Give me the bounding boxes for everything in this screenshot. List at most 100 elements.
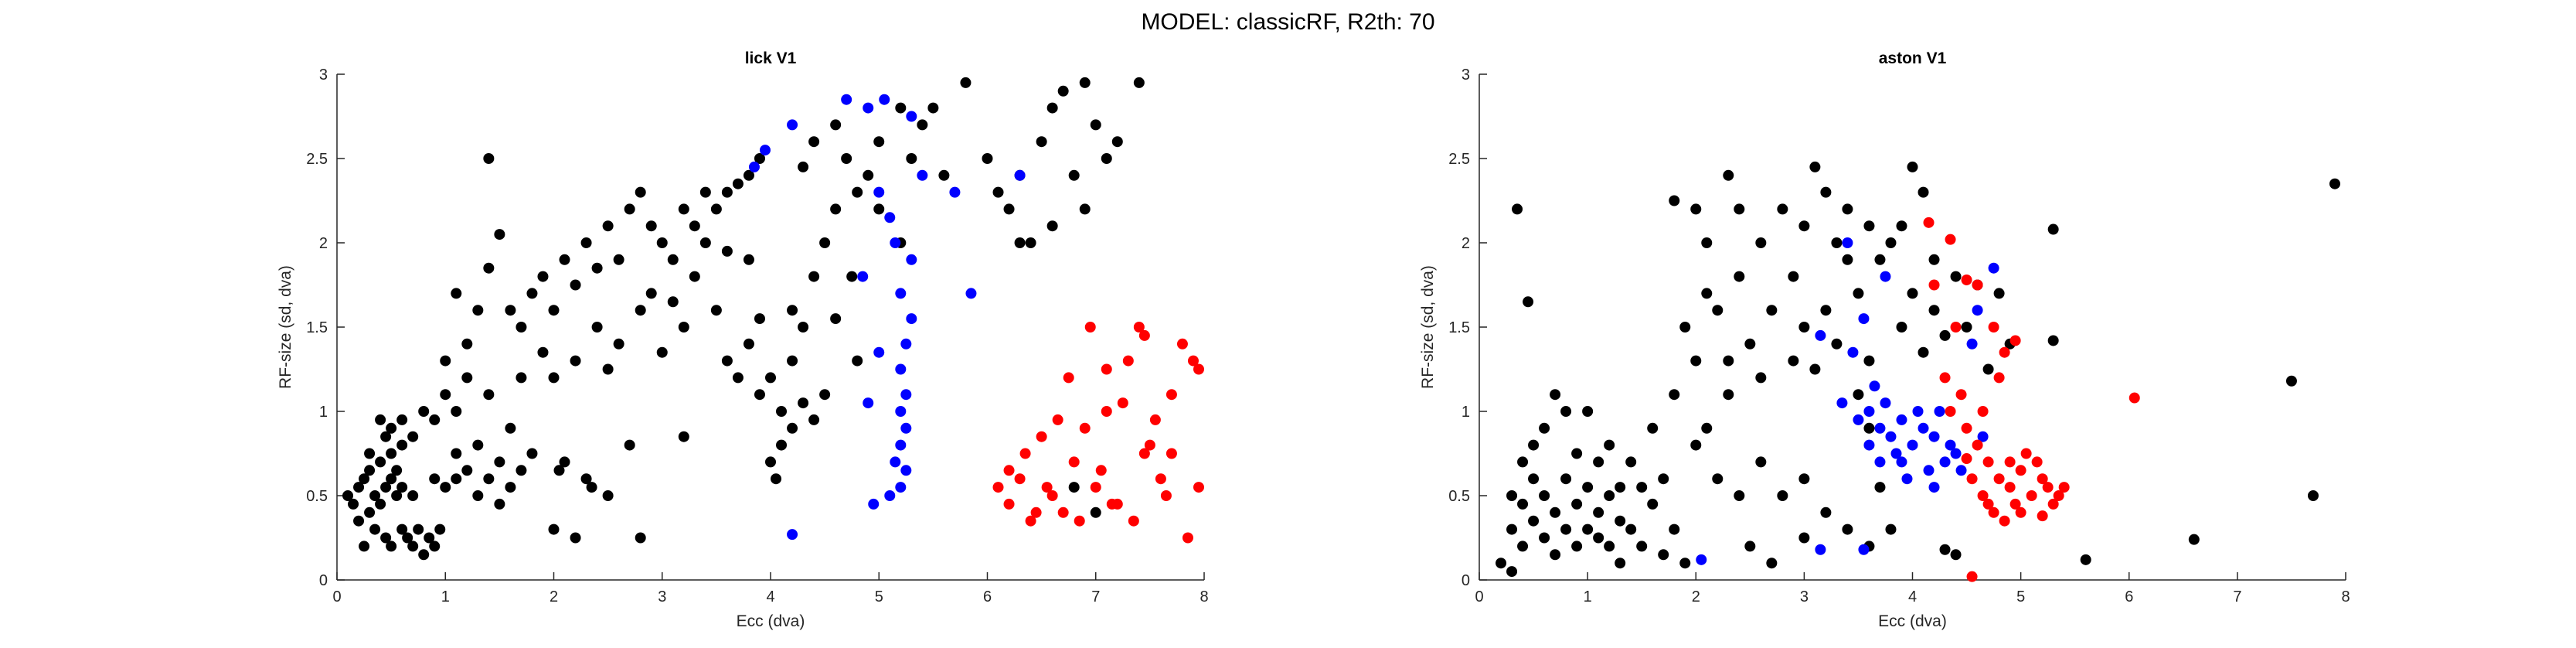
data-point <box>1079 77 1091 88</box>
data-point <box>1809 161 1821 172</box>
data-point <box>613 338 624 350</box>
data-point <box>1869 380 1880 392</box>
data-point <box>2009 335 2021 346</box>
data-point <box>570 532 581 544</box>
data-point <box>386 448 397 459</box>
data-point <box>386 422 397 434</box>
data-point <box>1582 482 1594 493</box>
data-point <box>900 389 912 401</box>
data-point <box>1101 363 1112 375</box>
data-point <box>710 305 722 316</box>
data-point <box>586 482 597 493</box>
data-point <box>635 186 646 198</box>
data-point <box>798 161 809 172</box>
data-point <box>548 524 560 535</box>
data-point <box>1019 448 1031 459</box>
data-point <box>743 254 754 265</box>
data-point <box>1046 102 1058 114</box>
data-point <box>1777 203 1788 215</box>
data-point <box>1690 439 1702 451</box>
data-point <box>1593 506 1604 518</box>
data-point <box>1117 397 1128 409</box>
data-point <box>699 186 711 198</box>
data-point <box>1961 453 1972 465</box>
data-point <box>537 271 549 282</box>
data-point <box>895 363 907 375</box>
data-point <box>732 178 744 189</box>
data-point <box>2047 223 2059 235</box>
data-point <box>1582 524 1594 535</box>
data-point <box>413 524 424 535</box>
data-point <box>645 220 657 232</box>
data-point <box>841 153 852 164</box>
data-point <box>667 254 679 265</box>
data-point <box>1896 220 1907 232</box>
data-point <box>1928 482 1940 493</box>
data-point <box>1798 220 1810 232</box>
data-point <box>624 439 635 451</box>
data-point <box>1955 389 1967 401</box>
data-point <box>900 422 912 434</box>
data-point <box>1106 498 1118 510</box>
data-point <box>808 271 820 282</box>
data-point <box>624 203 635 215</box>
data-point <box>938 169 950 181</box>
data-point <box>483 473 495 485</box>
data-point <box>440 355 451 367</box>
data-point <box>1063 372 1074 384</box>
data-point <box>591 262 603 274</box>
data-point <box>407 431 419 442</box>
data-point <box>1950 322 1962 333</box>
data-point <box>1945 234 1956 245</box>
data-point <box>1160 490 1172 501</box>
data-point <box>483 262 495 274</box>
data-point <box>754 389 765 401</box>
y-tick-label: 2 <box>1462 235 1470 252</box>
data-point <box>1874 456 1886 468</box>
data-point <box>2058 482 2070 493</box>
series-3 <box>1923 217 2140 582</box>
data-point <box>965 288 977 299</box>
data-point <box>884 490 896 501</box>
y-axis-label: RF-size (sd, dva) <box>277 265 294 389</box>
data-point <box>1874 422 1886 434</box>
data-point <box>1701 237 1713 248</box>
data-point <box>721 245 733 257</box>
data-point <box>505 422 516 434</box>
data-point <box>2015 506 2026 518</box>
data-point <box>505 305 516 316</box>
data-point <box>1853 288 1864 299</box>
x-tick-label: 4 <box>1908 588 1917 605</box>
data-point <box>1187 355 1199 367</box>
data-point <box>1036 136 1047 148</box>
data-point <box>429 541 441 552</box>
data-point <box>1679 322 1691 333</box>
data-point <box>776 439 788 451</box>
data-point <box>1798 532 1810 544</box>
data-point <box>1571 498 1583 510</box>
data-point <box>1928 279 1940 291</box>
data-point <box>1636 541 1648 552</box>
data-point <box>1036 431 1047 442</box>
x-tick-label: 6 <box>983 588 992 605</box>
data-point <box>765 372 776 384</box>
data-point <box>537 346 549 358</box>
data-point <box>1972 439 1983 451</box>
data-point <box>1918 186 1929 198</box>
data-point <box>1030 506 1042 518</box>
data-point <box>1858 544 1870 555</box>
data-point <box>602 363 614 375</box>
data-point <box>1901 473 1913 485</box>
data-point <box>895 102 907 114</box>
data-point <box>2188 534 2200 545</box>
data-point <box>1690 355 1702 367</box>
data-point <box>754 313 765 325</box>
data-point <box>2004 456 2016 468</box>
data-point <box>1101 153 1112 164</box>
data-point <box>1074 515 1085 527</box>
data-point <box>2015 465 2026 476</box>
data-point <box>1046 490 1058 501</box>
data-point <box>992 482 1004 493</box>
data-point <box>1955 465 1967 476</box>
